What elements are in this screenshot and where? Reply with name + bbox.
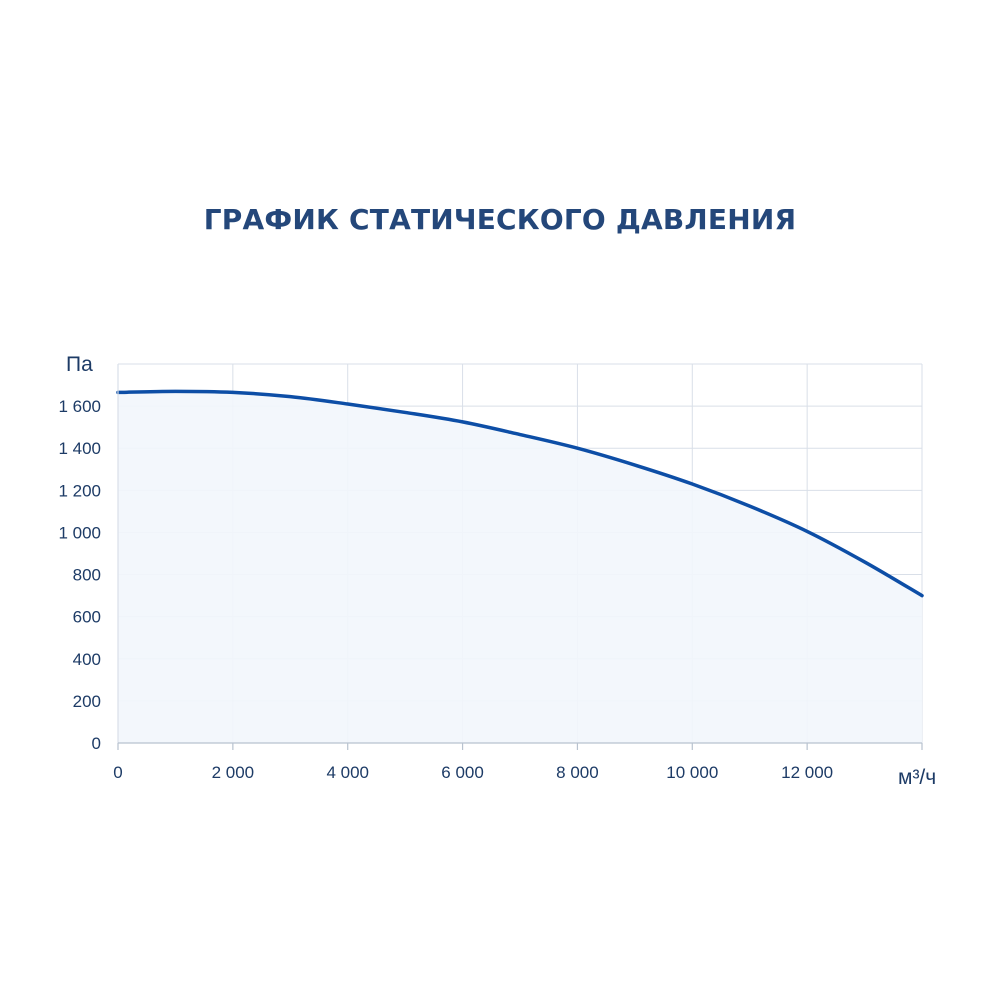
y-tick-label: 200 bbox=[73, 692, 101, 711]
x-tick-label: 0 bbox=[113, 763, 122, 782]
y-tick-label: 800 bbox=[73, 566, 101, 585]
axes bbox=[117, 364, 923, 750]
x-axis-unit-label: м³/ч bbox=[898, 766, 936, 789]
y-tick-label: 1 200 bbox=[58, 481, 101, 500]
x-tick-label: 6 000 bbox=[441, 763, 484, 782]
y-tick-label: 0 bbox=[92, 734, 101, 753]
y-tick-label: 1 000 bbox=[58, 523, 101, 542]
y-tick-label: 1 400 bbox=[58, 439, 101, 458]
y-tick-labels: 0 200 400 600 800 1 000 1 200 1 400 1 600 bbox=[58, 397, 101, 753]
y-tick-label: 1 600 bbox=[58, 397, 101, 416]
series-area-fill bbox=[118, 391, 922, 743]
x-tick-label: 10 000 bbox=[666, 763, 718, 782]
series-line bbox=[116, 389, 924, 598]
x-tick-labels: 0 2 000 4 000 6 000 8 000 10 000 12 000 bbox=[113, 763, 833, 782]
x-tick-label: 2 000 bbox=[212, 763, 255, 782]
y-axis-unit-label: Па bbox=[66, 353, 93, 376]
x-tick-label: 8 000 bbox=[556, 763, 599, 782]
x-tick-label: 4 000 bbox=[326, 763, 369, 782]
y-tick-label: 600 bbox=[73, 608, 101, 627]
x-tick-label: 12 000 bbox=[781, 763, 833, 782]
chart-title: ГРАФИК СТАТИЧЕСКОГО ДАВЛЕНИЯ bbox=[203, 203, 797, 236]
y-tick-label: 400 bbox=[73, 650, 101, 669]
